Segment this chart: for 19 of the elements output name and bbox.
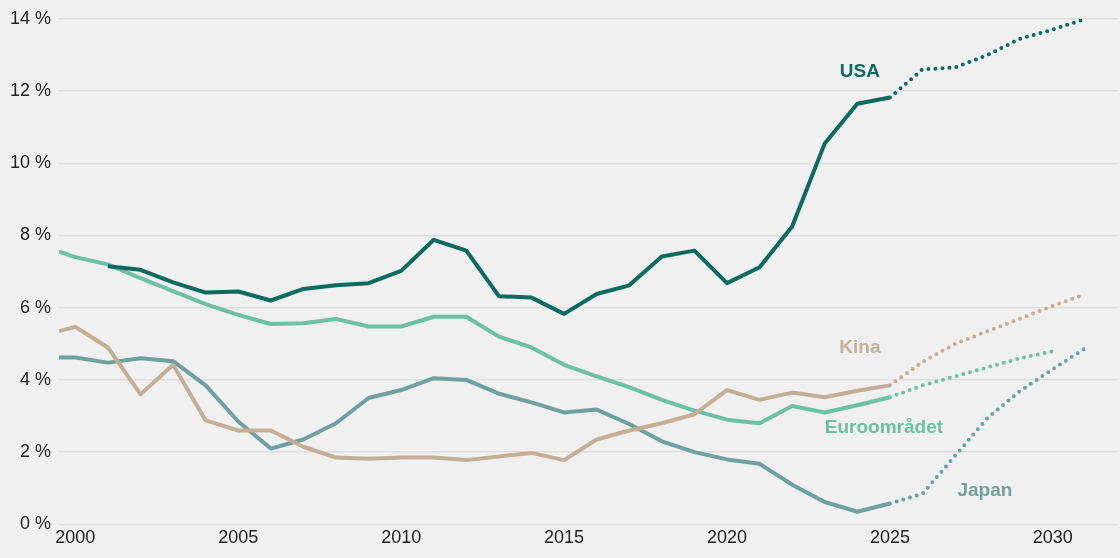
y-tick-label: 14 %	[10, 7, 52, 28]
y-tick-label: 4 %	[20, 368, 52, 389]
x-tick-label: 2020	[706, 527, 748, 548]
x-tick-label: 2005	[218, 527, 259, 548]
y-tick-label: 12 %	[10, 80, 52, 100]
y-tick-label: 10 %	[10, 152, 52, 173]
x-tick-label: 2025	[869, 527, 910, 548]
y-tick-label: 8 %	[20, 224, 52, 245]
series-label: USA	[839, 59, 881, 81]
x-tick-label: 2015	[544, 527, 585, 548]
x-tick-label: 2030	[1032, 527, 1073, 548]
series-label: Kina	[839, 335, 881, 357]
text: Japan	[957, 478, 1013, 500]
y-tick-label: 2 %	[20, 441, 52, 462]
y-tick-label: 0 %	[20, 513, 52, 534]
series-label: Euroområdet	[824, 415, 944, 437]
x-tick-label: 2010	[381, 527, 422, 548]
x-tick-label: 2000	[55, 527, 96, 548]
y-tick-label: 6 %	[20, 296, 52, 317]
